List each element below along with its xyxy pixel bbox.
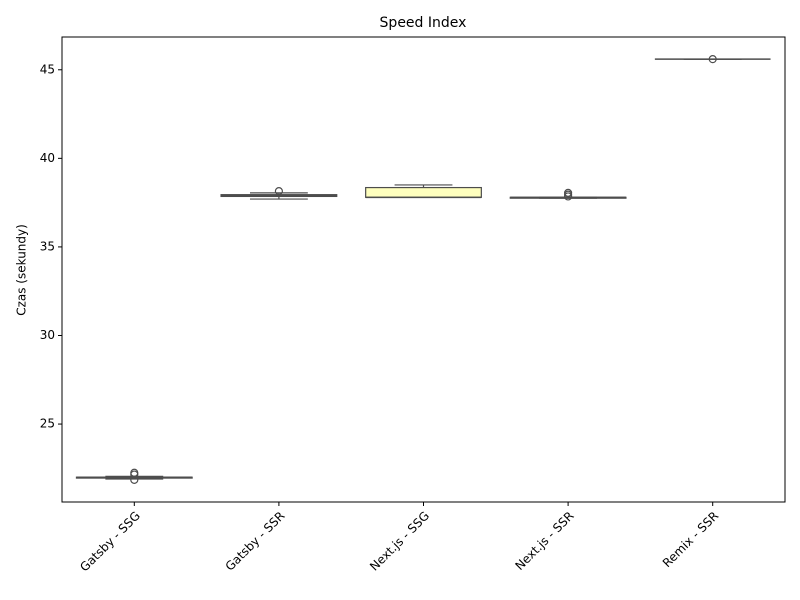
outlier (563, 192, 573, 201)
x-tick-label: Next.js - SSG (367, 509, 432, 574)
y-axis-label: Czas (sekundy) (15, 224, 29, 316)
outlier (130, 475, 139, 484)
y-tick-label: 35 (40, 239, 55, 253)
outlier (274, 187, 283, 196)
outlier (130, 470, 139, 479)
x-tick-label: Remix - SSR (660, 509, 721, 570)
y-tick-label: 25 (40, 417, 55, 431)
y-tick-label: 30 (40, 328, 55, 342)
box (365, 186, 482, 198)
outlier (708, 55, 717, 64)
y-tick-label: 45 (40, 62, 55, 76)
x-tick-label: Gatsby - SSR (223, 509, 288, 574)
x-tick-label: Gatsby - SSG (77, 509, 143, 575)
x-tick-label: Next.js - SSR (512, 509, 576, 573)
y-tick-label: 40 (40, 151, 55, 165)
plot-frame (61, 36, 786, 503)
chart-title: Speed Index (380, 15, 467, 31)
